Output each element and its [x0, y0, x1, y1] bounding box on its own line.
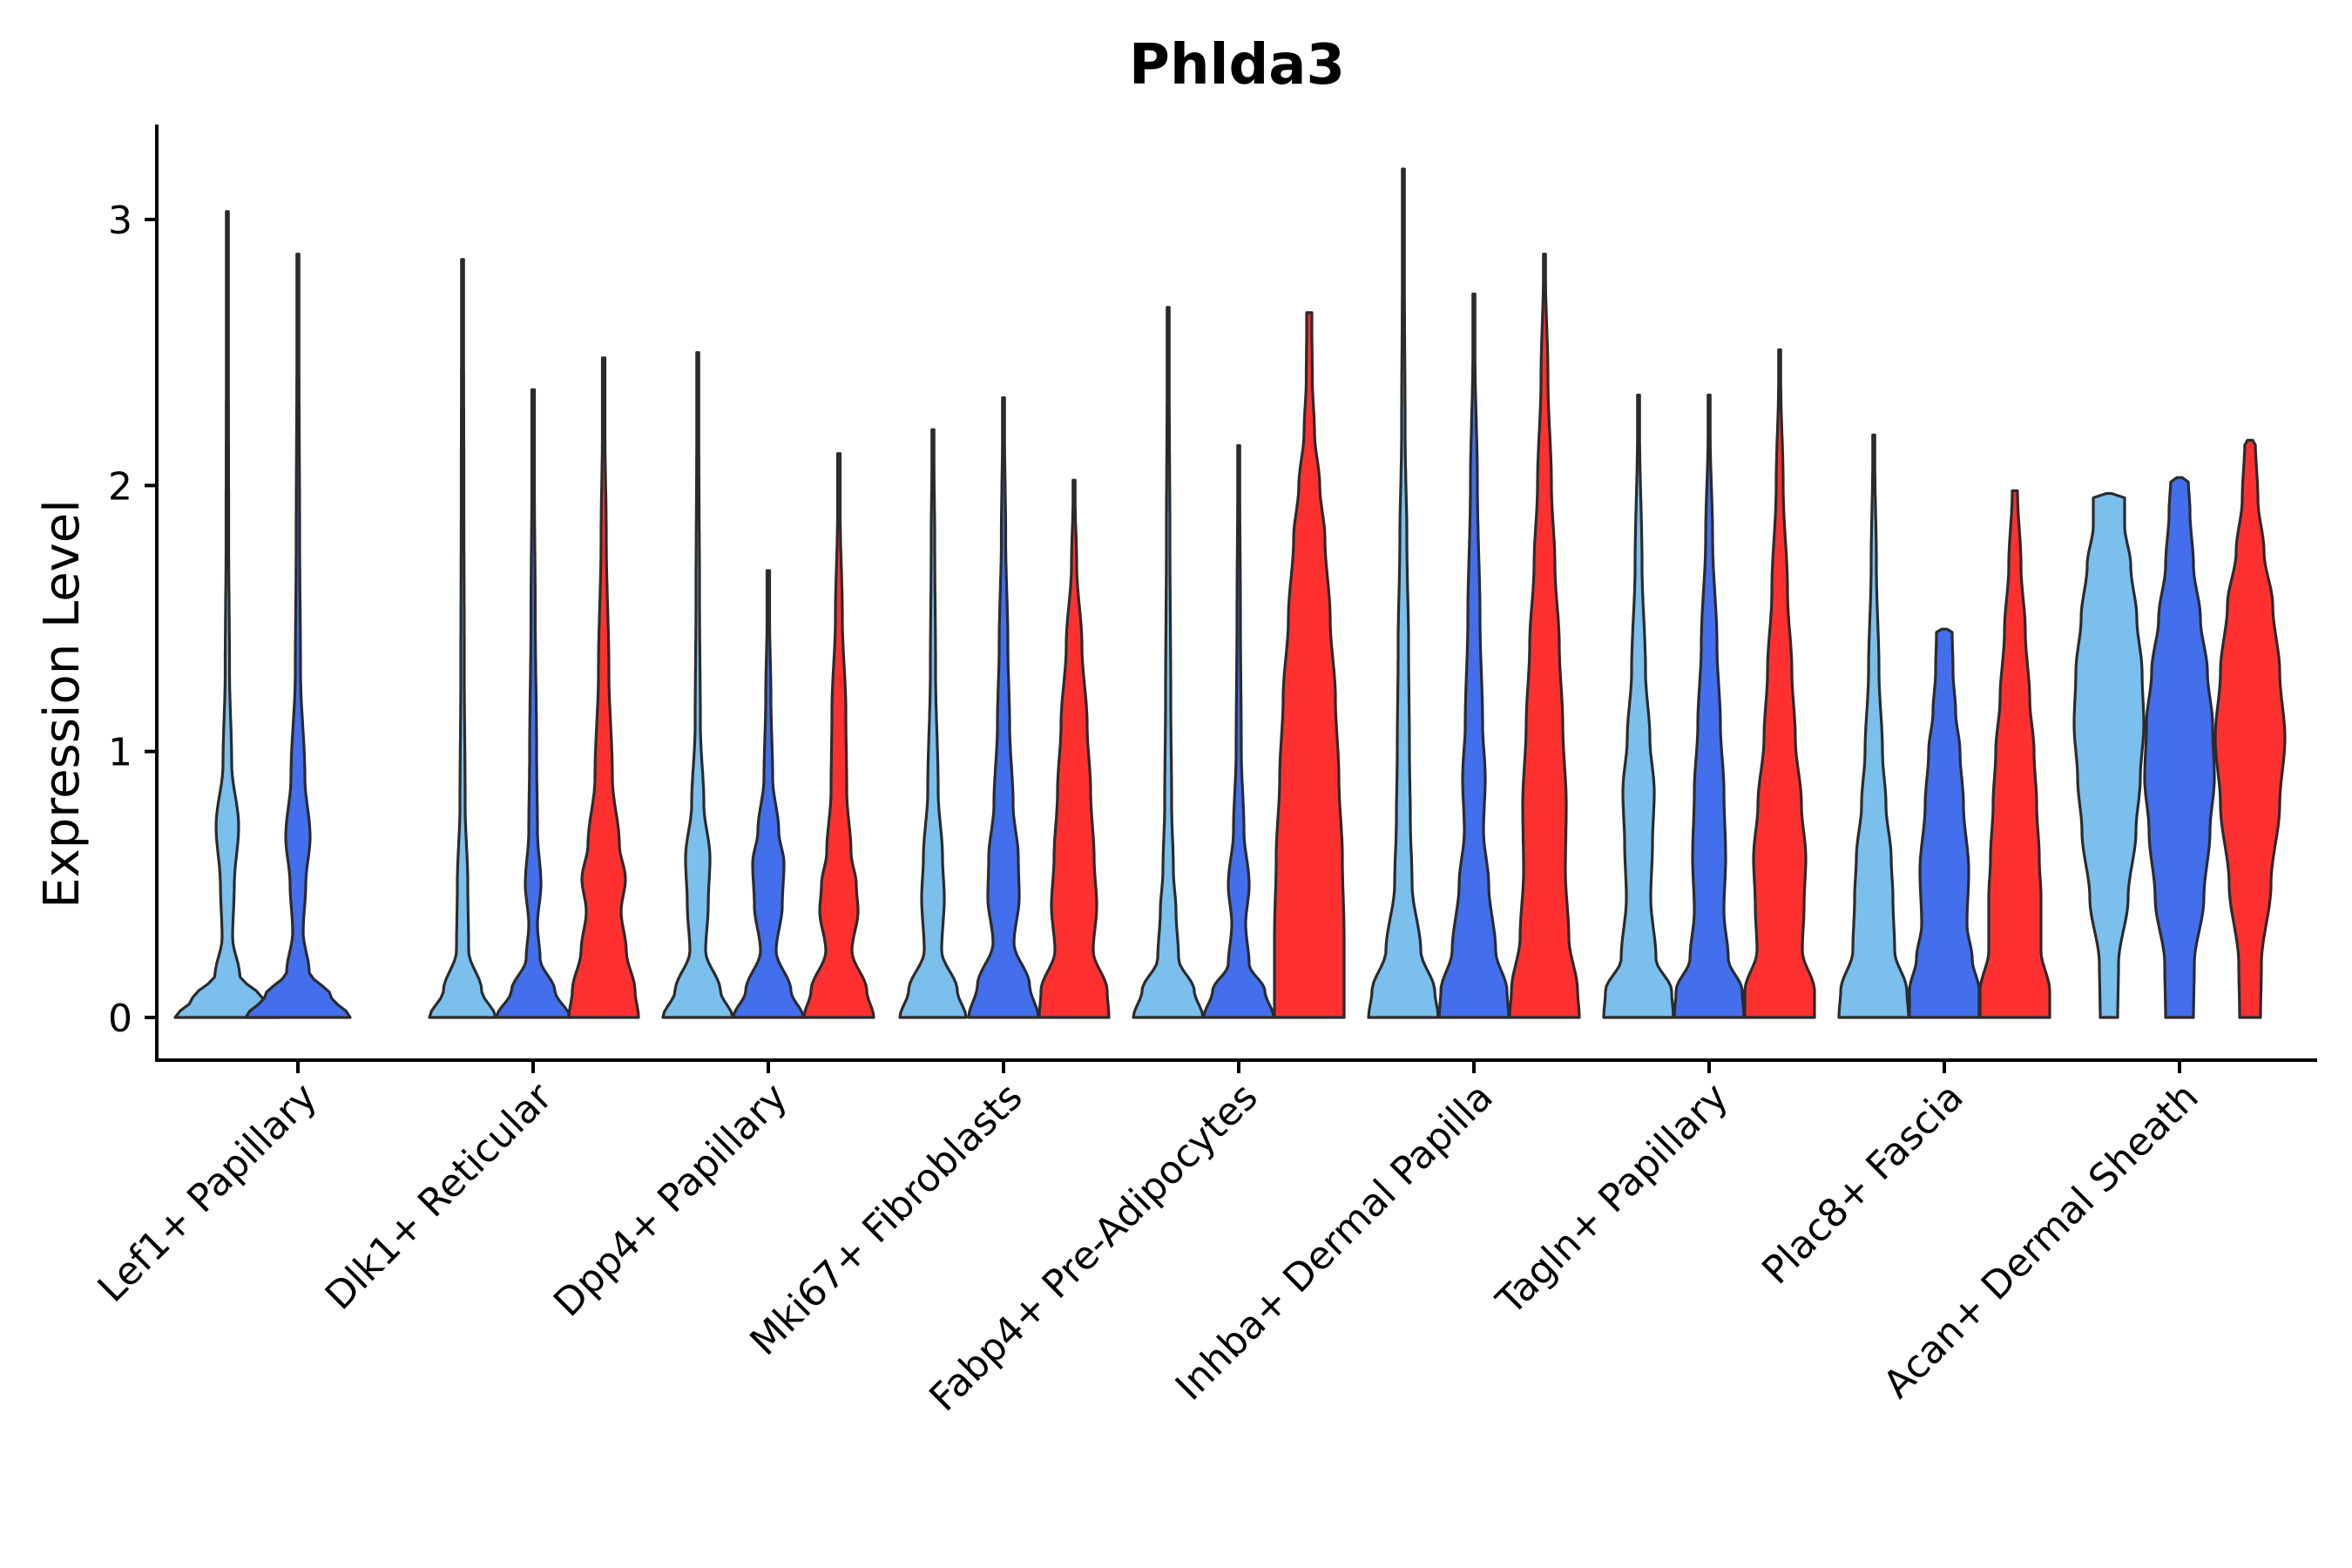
x-tick-label-plac8-fascia: Plac8+ Fascia [1754, 1075, 1972, 1294]
y-axis-label: Expression Level [34, 499, 91, 909]
violin-plac8-fascia-group-3 [1978, 489, 2051, 1019]
violin-dpp4-papillary-group-3 [802, 452, 875, 1019]
violin-dlk1-reticular-group-1 [428, 258, 497, 1019]
violin-acan-dermal-sheath-group-1 [2072, 491, 2146, 1019]
violin-plac8-fascia-group-1 [1837, 433, 1910, 1019]
violin-tagln-papillary-group-3 [1743, 348, 1816, 1019]
x-tick-label-lef1-papillary: Lef1+ Papillary [90, 1075, 326, 1311]
y-tick-label-1: 1 [108, 731, 132, 775]
violin-fabp4-pre-adipocytes-group-2 [1202, 443, 1275, 1019]
violin-dlk1-reticular-group-3 [567, 356, 640, 1019]
violin-mki67-fibroblasts-group-2 [967, 396, 1040, 1019]
chart-title: Phlda3 [1129, 33, 1345, 98]
violin-tagln-papillary-group-1 [1602, 393, 1675, 1019]
violin-inhba-dermal-papilla-group-2 [1437, 292, 1511, 1019]
violin-fabp4-pre-adipocytes-group-1 [1132, 306, 1205, 1019]
violin-plac8-fascia-group-2 [1908, 627, 1981, 1019]
violin-mki67-fibroblasts-group-1 [898, 428, 968, 1019]
violin-dlk1-reticular-group-2 [495, 388, 571, 1019]
violin-lef1-papillary-group-2 [244, 253, 352, 1019]
violin-acan-dermal-sheath-group-2 [2143, 476, 2216, 1019]
violin-dpp4-papillary-group-1 [661, 351, 734, 1019]
x-tick-label-dpp4-papillary: Dpp4+ Papillary [545, 1075, 796, 1326]
violin-acan-dermal-sheath-group-3 [2213, 438, 2287, 1019]
y-tick-label-2: 2 [108, 464, 132, 509]
y-axis-ticks: 0 1 2 3 [108, 199, 157, 1041]
y-tick-label-0: 0 [108, 997, 132, 1041]
violin-lef1-papillary-group-1 [173, 210, 281, 1019]
violin-tagln-papillary-group-2 [1673, 393, 1746, 1019]
x-tick-label-tagln-papillary: Tagln+ Papillary [1488, 1075, 1737, 1324]
violin-fabp4-pre-adipocytes-group-3 [1273, 311, 1346, 1019]
violin-inhba-dermal-papilla-group-1 [1367, 167, 1440, 1019]
y-tick-label-3: 3 [108, 199, 132, 243]
violin-inhba-dermal-papilla-group-3 [1508, 253, 1581, 1019]
violin-layer [173, 167, 2287, 1019]
violin-dpp4-papillary-group-2 [732, 569, 805, 1019]
violin-mki67-fibroblasts-group-3 [1037, 478, 1111, 1019]
x-tick-label-dlk1-reticular: Dlk1+ Reticular [317, 1074, 562, 1319]
